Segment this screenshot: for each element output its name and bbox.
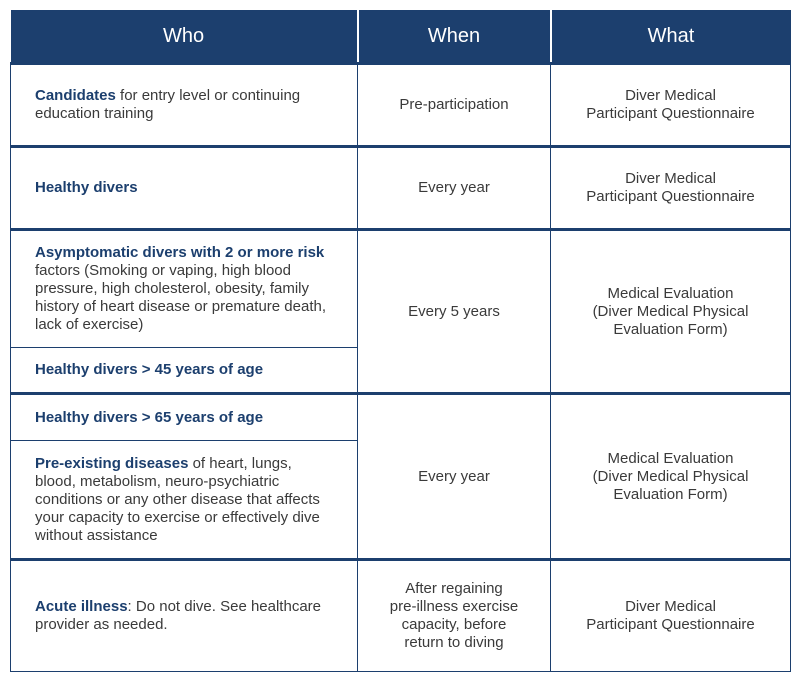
- who-text: factors (Smoking or vaping, high blood p…: [35, 262, 326, 333]
- who-cell: Candidates for entry level or continuing…: [10, 62, 358, 147]
- line: Every 5 years: [408, 302, 500, 320]
- when-cell: Every 5 years: [357, 228, 551, 394]
- row: Candidates for entry level or continuing…: [10, 62, 791, 147]
- line: Participant Questionnaire: [586, 616, 755, 633]
- line: Evaluation Form): [613, 320, 728, 338]
- line: pre-illness exercise: [389, 598, 519, 615]
- line: Medical Evaluation: [607, 449, 734, 467]
- what-cell: Medical Evaluation (Diver Medical Physica…: [550, 228, 791, 394]
- who-text: of heart, lungs, blood, metabolism, neur…: [35, 454, 320, 544]
- who-bold: Healthy divers > 65 years of age: [35, 408, 264, 426]
- row: Healthy divers > 45 years of age: [10, 347, 791, 394]
- medical-table: Who When What Candidates for entry level o…: [10, 10, 791, 672]
- what-cell: Diver Medical Participant Questionnaire: [550, 62, 791, 147]
- row: Acute illness: Do not dive. See healthca…: [10, 558, 791, 672]
- line: Participant Questionnaire: [586, 188, 755, 205]
- line: Every year: [418, 179, 490, 196]
- header-cell: Who: [10, 10, 358, 64]
- row: Healthy divers Every year Diver Medical Par…: [10, 145, 791, 230]
- table-body: Candidates for entry level or continuing…: [10, 62, 791, 672]
- what-cell: Diver Medical Participant Questionnaire: [550, 145, 791, 230]
- who-cell: Asymptomatic divers with 2 or more risk …: [10, 228, 358, 348]
- line: Medical Evaluation: [607, 284, 734, 302]
- row: Healthy divers > 65 years of age Every ye…: [10, 392, 791, 560]
- who-text: for entry level or continuing education …: [35, 87, 301, 122]
- line: Evaluation Form): [613, 485, 728, 503]
- line: Diver Medical: [625, 87, 716, 104]
- line: Participant Questionnaire: [586, 105, 755, 122]
- line: (Diver Medical Physical: [592, 302, 749, 320]
- who-cell: Pre-existing diseases of heart, lungs, b…: [10, 440, 358, 560]
- when-cell: After regaining pre-illness exercise capac…: [357, 558, 551, 672]
- header-cell: When: [356, 10, 551, 64]
- line: Every year: [418, 467, 490, 485]
- who-cell: Healthy divers > 65 years of age: [10, 392, 358, 441]
- line: After regaining: [405, 580, 503, 597]
- header-row: Who When What: [10, 10, 791, 64]
- when-cell: Every year: [357, 392, 551, 560]
- who-bold: Asymptomatic divers with 2 or more risk: [35, 244, 325, 261]
- who-bold: Healthy divers > 45 years of age: [35, 361, 264, 378]
- when-cell: Pre-participation: [357, 62, 551, 147]
- who-cell: Healthy divers > 45 years of age: [10, 347, 358, 394]
- who-bold: Pre-existing diseases: [35, 454, 189, 472]
- line: Pre-participation: [399, 96, 509, 113]
- line: Diver Medical: [625, 598, 716, 615]
- line: (Diver Medical Physical: [592, 467, 749, 485]
- what-cell: Medical Evaluation (Diver Medical Physica…: [550, 392, 791, 560]
- line: Diver Medical: [625, 170, 716, 187]
- what-cell: Diver Medical Participant Questionnaire: [550, 558, 791, 672]
- line: return to diving: [404, 634, 504, 651]
- row: Pre-existing diseases of heart, lungs, b…: [10, 440, 791, 560]
- row: Asymptomatic divers with 2 or more risk …: [10, 228, 791, 394]
- when-cell: Every year: [357, 145, 551, 230]
- who-bold: Acute illness: [35, 598, 128, 615]
- who-cell: Acute illness: Do not dive. See healthca…: [10, 558, 358, 672]
- who-bold: Healthy divers: [35, 179, 138, 196]
- who-bold: Candidates: [35, 87, 116, 104]
- who-cell: Healthy divers: [10, 145, 358, 230]
- who-text: : Do not dive. See healthcare provider a…: [35, 598, 322, 633]
- header-cell: What: [549, 10, 791, 64]
- line: capacity, before: [401, 616, 507, 633]
